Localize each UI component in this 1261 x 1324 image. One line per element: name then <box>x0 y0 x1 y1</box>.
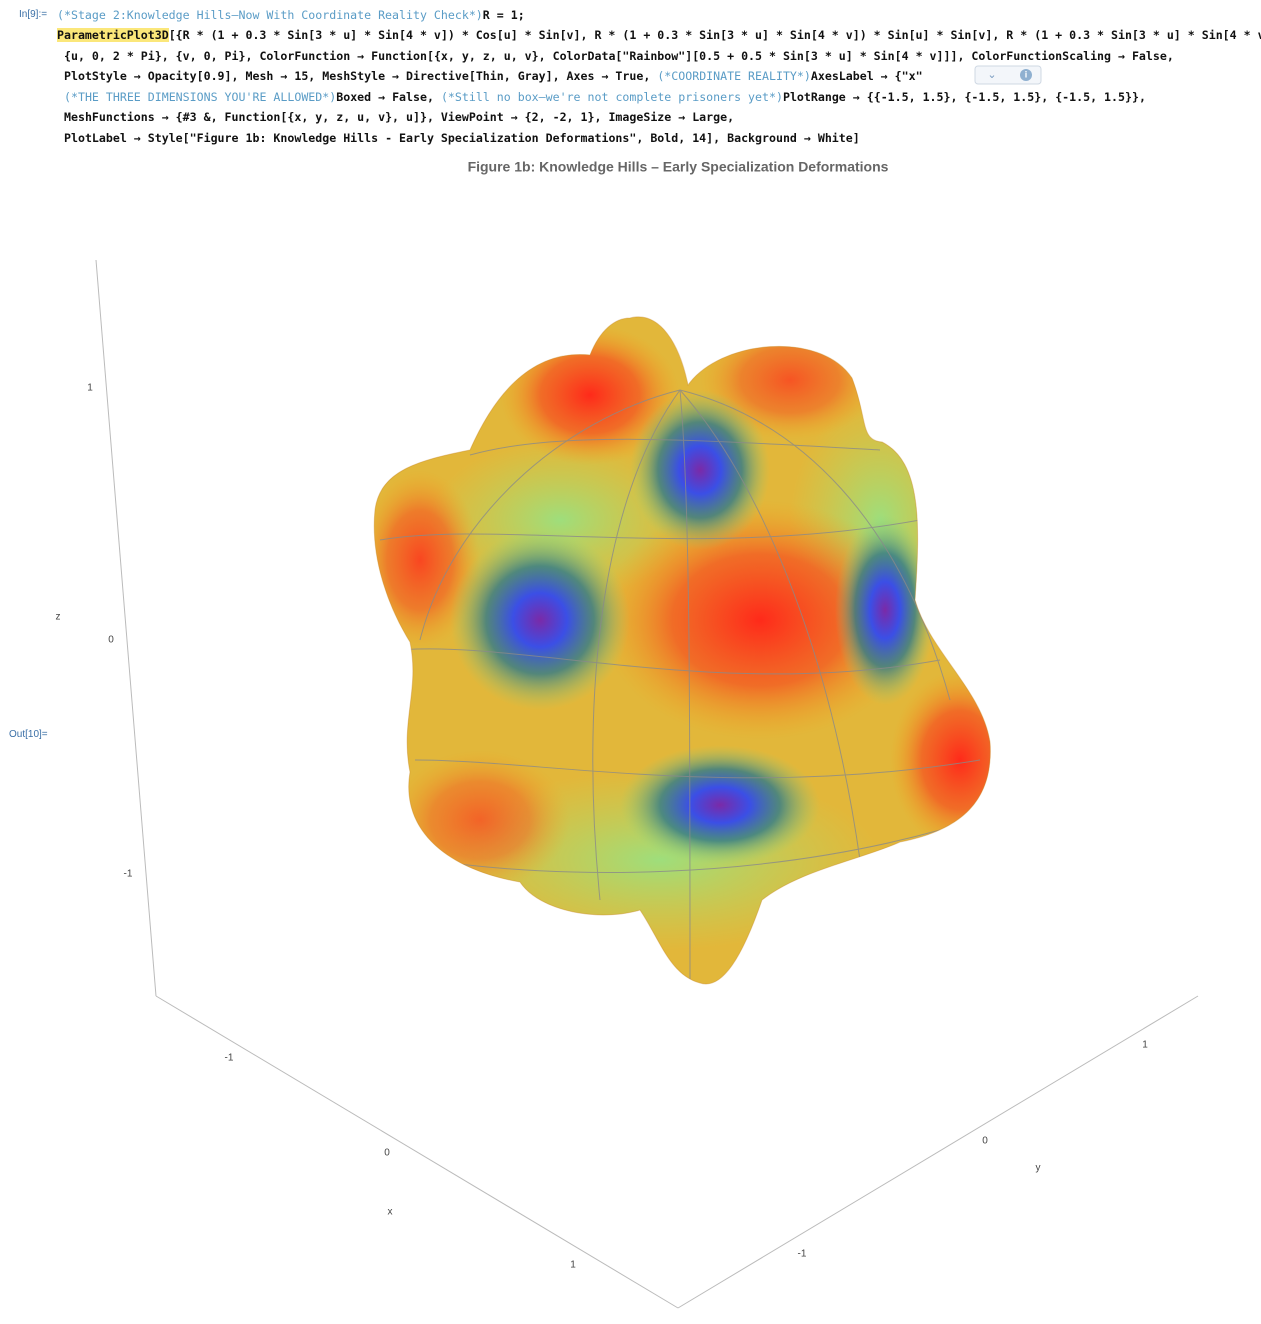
code-line: (*THE THREE DIMENSIONS YOU'RE ALLOWED*)B… <box>64 90 1146 104</box>
code-token: PlotRange → {{-1.5, 1.5}, {-1.5, 1.5}, {… <box>782 90 1146 104</box>
code-token: {u, 0, 2 * Pi}, {v, 0, Pi}, ColorFunctio… <box>64 49 1174 63</box>
tick-label: 1 <box>570 1260 576 1271</box>
code-token: Boxed → False, <box>336 90 441 104</box>
code-token: ParametricPlot3D <box>57 28 169 42</box>
code-token: [{R * (1 + 0.3 * Sin[3 * u] * Sin[4 * v]… <box>168 28 1261 42</box>
code-token: PlotLabel → Style["Figure 1b: Knowledge … <box>64 131 860 145</box>
code-token: MeshFunctions → {#3 &, Function[{x, y, z… <box>64 110 735 124</box>
svg-text:i: i <box>1025 69 1028 79</box>
tick-label: -1 <box>124 869 133 880</box>
code-line: {u, 0, 2 * Pi}, {v, 0, Pi}, ColorFunctio… <box>64 49 1174 63</box>
svg-text:⌄: ⌄ <box>987 69 996 81</box>
code-line: PlotLabel → Style["Figure 1b: Knowledge … <box>64 131 860 145</box>
tick-label: 0 <box>982 1136 988 1147</box>
tick-label: 1 <box>87 383 93 394</box>
surface <box>374 316 991 984</box>
code-line: ParametricPlot3D[{R * (1 + 0.3 * Sin[3 *… <box>57 28 1261 42</box>
code-line: (*Stage 2:Knowledge Hills–Now With Coord… <box>57 8 525 22</box>
code-token: AxesLabel → {"x" <box>810 69 923 83</box>
y-axis <box>677 995 1199 1309</box>
code-token: (*THE THREE DIMENSIONS YOU'RE ALLOWED*) <box>64 90 337 104</box>
tick-label: -1 <box>225 1053 234 1064</box>
toolbar-widget[interactable]: ⌄ i <box>974 65 1042 85</box>
tick-label: 0 <box>108 635 114 646</box>
x-axis <box>155 995 679 1309</box>
code-token: PlotStyle → Opacity[0.9], Mesh → 15, Mes… <box>64 69 658 83</box>
axes <box>95 259 1199 1309</box>
code-token: (*Still no box–we're not complete prison… <box>440 90 783 104</box>
in-label: In[9]:= <box>19 9 48 20</box>
code-token: (*COORDINATE REALITY*) <box>657 69 811 83</box>
plot-label: Figure 1b: Knowledge Hills – Early Speci… <box>468 159 889 175</box>
z-axis <box>95 259 157 997</box>
tick-label: 0 <box>384 1148 390 1159</box>
axis-label: y <box>1036 1163 1041 1174</box>
code-token: (*Stage 2:Knowledge Hills–Now With Coord… <box>57 8 483 22</box>
tick-label: -1 <box>798 1249 807 1260</box>
tick-label: 1 <box>1142 1040 1148 1051</box>
code-line: MeshFunctions → {#3 &, Function[{x, y, z… <box>64 110 734 124</box>
axis-label: x <box>388 1207 393 1218</box>
out-label: Out[10]= <box>9 729 48 740</box>
code-token: R = 1; <box>482 8 525 22</box>
axis-label: z <box>56 612 61 623</box>
